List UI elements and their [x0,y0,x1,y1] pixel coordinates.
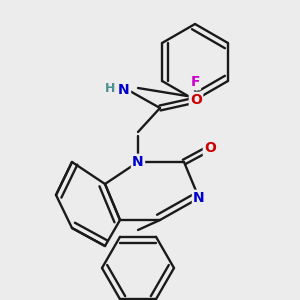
Text: F: F [190,75,200,89]
Text: O: O [204,141,216,155]
Text: H: H [105,82,115,94]
Text: N: N [132,155,144,169]
Text: N: N [193,191,205,205]
Text: O: O [190,93,202,107]
Text: N: N [118,83,130,97]
